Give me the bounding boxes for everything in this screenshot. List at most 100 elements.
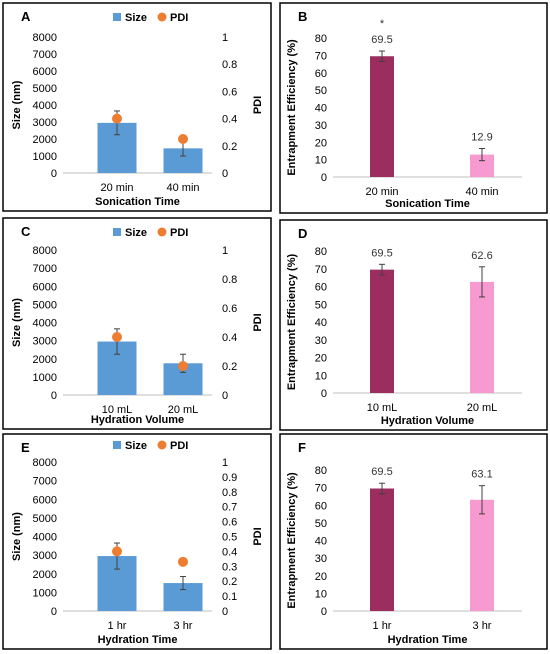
legend-label-size: Size (125, 12, 147, 24)
y-tick-label: 10 (315, 370, 327, 382)
data-label: 69.5 (371, 34, 392, 46)
y2-tick-label: 1 (222, 32, 228, 44)
panel-frame (279, 219, 548, 431)
y-tick-label: 0 (51, 168, 57, 180)
y-tick-label: 60 (315, 282, 327, 294)
y-tick-label: 20 (315, 353, 327, 365)
y2-tick-label: 0.4 (222, 546, 237, 558)
x-axis-title: Hydration Time (98, 634, 178, 646)
chart-panel-e: E 0 1000 2000 3000 4000 5000 6000 7000 8000 Size (… (2, 433, 272, 650)
x-tick-label: 20 mL (467, 402, 498, 414)
chart-panel-a: A 0 1000 2000 3000 4000 5000 6000 7000 8000 Size (… (2, 2, 272, 212)
y-tick-label: 30 (315, 335, 327, 347)
y-tick-label: 5000 (33, 83, 57, 95)
ee-bar (370, 488, 394, 611)
y2-tick-label: 0 (222, 168, 228, 180)
x-tick-label: 20 min (365, 186, 398, 198)
y-tick-label: 80 (315, 465, 327, 477)
data-label: 62.6 (471, 250, 492, 262)
legend-label-pdi: PDI (170, 227, 188, 239)
y2-tick-label: 0.9 (222, 472, 237, 484)
y2-tick-label: 0.6 (222, 517, 237, 529)
y-tick-label: 40 (315, 536, 327, 548)
y-tick-label: 20 (315, 137, 327, 149)
y-tick-label: 60 (315, 500, 327, 512)
ee-bar (370, 56, 394, 177)
y-tick-label: 10 (315, 155, 327, 167)
panel-frame (279, 2, 548, 214)
y-tick-label: 0 (321, 388, 327, 400)
x-tick-label: 3 hr (473, 620, 492, 632)
y-tick-label: 0 (51, 606, 57, 618)
y-tick-label: 1000 (33, 587, 57, 599)
y-axis-title: Entrapment Efficiency (%) (286, 39, 298, 176)
y2-tick-label: 0.6 (222, 86, 237, 98)
y2-tick-label: 0.4 (222, 332, 237, 344)
y-tick-label: 30 (315, 553, 327, 565)
y-tick-label: 40 (315, 317, 327, 329)
pdi-point (178, 134, 188, 144)
ee-bar (470, 499, 494, 611)
y-tick-label: 2000 (33, 354, 57, 366)
y-tick-label: 8000 (33, 245, 57, 257)
chart-panel-d: D 0 10 20 30 40 50 60 70 80 Entrapment Efficiency … (279, 219, 548, 431)
y2-tick-label: 0.2 (222, 141, 237, 153)
y-axis-title: Size (nm) (11, 298, 23, 347)
y-tick-label: 7000 (33, 263, 57, 275)
y2-tick-label: 0.2 (222, 576, 237, 588)
legend-label-size: Size (125, 440, 147, 452)
y2-tick-label: 0.1 (222, 591, 237, 603)
y-tick-label: 3000 (33, 336, 57, 348)
ee-bar (370, 269, 394, 393)
legend-swatch-pdi (157, 440, 167, 450)
y-tick-label: 70 (315, 264, 327, 276)
y2-tick-label: 0.7 (222, 502, 237, 514)
y2-tick-label: 0.5 (222, 532, 237, 544)
y-tick-label: 2000 (33, 569, 57, 581)
y2-tick-label: 0.3 (222, 561, 237, 573)
x-axis-title: Sonication Time (385, 198, 470, 210)
pdi-point (178, 556, 188, 567)
y-tick-label: 0 (321, 172, 327, 184)
y-tick-label: 50 (315, 518, 327, 530)
y-tick-label: 50 (315, 299, 327, 311)
legend-label-pdi: PDI (170, 440, 188, 452)
legend-swatch-size (113, 228, 121, 236)
y-tick-label: 6000 (33, 281, 57, 293)
y-tick-label: 70 (315, 50, 327, 62)
panel-letter: F (298, 440, 306, 455)
y-tick-label: 1000 (33, 372, 57, 384)
x-tick-label: 3 hr (174, 620, 193, 632)
x-tick-label: 40 min (166, 182, 199, 194)
y-tick-label: 6000 (33, 66, 57, 78)
x-tick-label: 20 mL (168, 404, 199, 416)
panel-frame (279, 433, 548, 650)
y-tick-label: 8000 (33, 457, 57, 469)
x-tick-label: 10 mL (367, 402, 398, 414)
pdi-point (112, 332, 122, 342)
y-tick-label: 80 (315, 246, 327, 258)
y-tick-label: 1000 (33, 151, 57, 163)
legend-swatch-size (113, 13, 121, 21)
pdi-point (178, 361, 188, 371)
y-tick-label: 6000 (33, 494, 57, 506)
x-tick-label: 1 hr (373, 620, 392, 632)
y2-tick-label: 0 (222, 390, 228, 402)
pdi-point (112, 546, 122, 557)
y-tick-label: 70 (315, 483, 327, 495)
y-axis-title: Size (nm) (11, 512, 23, 561)
panel-letter: B (298, 9, 307, 24)
legend-label-size: Size (125, 227, 147, 239)
panel-letter: A (21, 9, 31, 24)
y-tick-label: 4000 (33, 318, 57, 330)
y-tick-label: 3000 (33, 550, 57, 562)
y-tick-label: 80 (315, 33, 327, 45)
chart-panel-f: F 0 10 20 30 40 50 60 70 80 Entrapment Efficiency … (279, 433, 548, 650)
chart-panel-b: B 0 10 20 30 40 50 60 70 80 Entrapment Efficiency … (279, 2, 548, 214)
y-tick-label: 7000 (33, 49, 57, 61)
panel-frame (2, 217, 272, 430)
x-axis-title: Sonication Time (95, 196, 180, 208)
y-tick-label: 40 (315, 103, 327, 115)
y-tick-label: 50 (315, 85, 327, 97)
